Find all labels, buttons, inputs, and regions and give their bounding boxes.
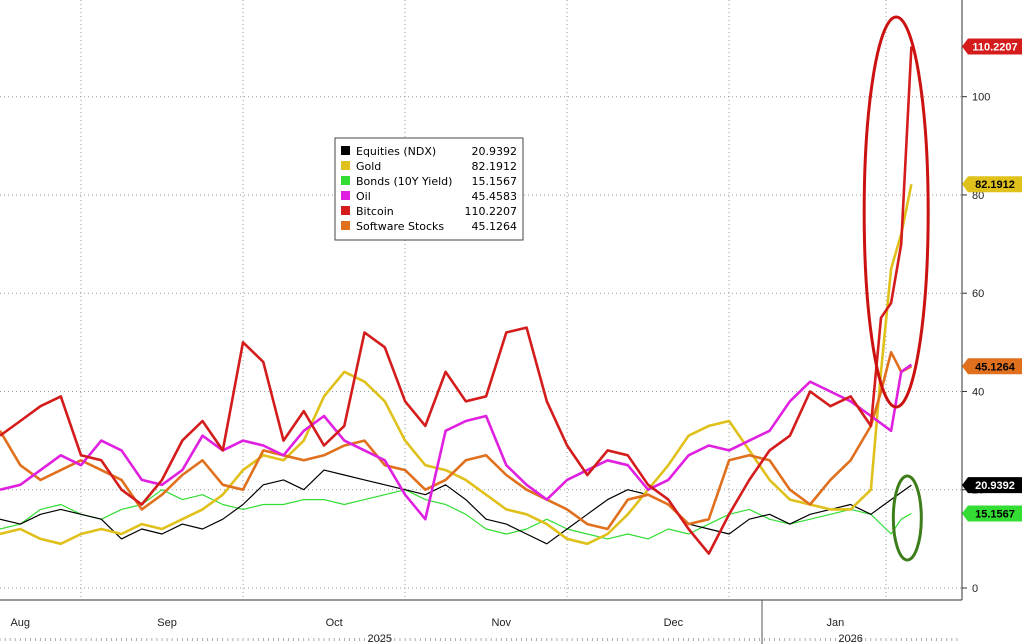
tag-background bbox=[962, 176, 1022, 193]
x-tick-label: Sep bbox=[157, 617, 177, 629]
legend-value: 45.1264 bbox=[472, 220, 518, 233]
year-label: 2025 bbox=[367, 633, 391, 644]
legend-item: Equities (NDX) 20.9392 bbox=[341, 145, 517, 158]
year-label: 2026 bbox=[838, 633, 862, 644]
legend-label: Bitcoin bbox=[356, 205, 394, 218]
y-tick-label: 100 bbox=[972, 92, 990, 104]
annotations bbox=[862, 15, 930, 562]
x-tick-label: Jan bbox=[827, 617, 845, 629]
legend-value: 15.1567 bbox=[472, 175, 518, 188]
grid bbox=[0, 0, 962, 600]
legend-item: Gold 82.1912 bbox=[341, 160, 517, 173]
series-line-equities-ndx bbox=[0, 469, 912, 545]
tag-background bbox=[962, 477, 1022, 494]
tag-background bbox=[962, 358, 1022, 375]
last-value-tag: 82.1912 bbox=[962, 176, 1022, 193]
series-line-software-stocks bbox=[0, 350, 913, 531]
legend-label: Gold bbox=[356, 160, 381, 173]
x-tick-label: Oct bbox=[326, 617, 343, 629]
red-ellipse bbox=[862, 15, 930, 409]
last-value-tag: 110.2207 bbox=[962, 38, 1022, 55]
legend-label: Oil bbox=[356, 190, 371, 203]
y-tick-label: 60 bbox=[972, 288, 984, 300]
green-ellipse bbox=[891, 474, 923, 562]
last-value-tag: 20.9392 bbox=[962, 477, 1022, 494]
y-tick-label: 40 bbox=[972, 386, 984, 398]
legend-box bbox=[334, 137, 524, 241]
x-tick-label: Dec bbox=[664, 617, 684, 629]
legend: Equities (NDX) 20.9392 Gold 82.1912 Bonds (1… bbox=[334, 137, 524, 241]
tag-label: 45.1264 bbox=[975, 361, 1016, 373]
legend-label: Bonds (10Y Yield) bbox=[356, 175, 452, 188]
tag-background bbox=[962, 38, 1022, 55]
tag-background bbox=[962, 505, 1022, 522]
legend-label: Equities (NDX) bbox=[356, 145, 436, 158]
y-tick-label: 0 bbox=[972, 583, 978, 595]
legend-swatch bbox=[341, 176, 350, 185]
legend-swatch bbox=[341, 206, 350, 215]
legend-item: Software Stocks 45.1264 bbox=[341, 220, 517, 233]
series-lines bbox=[0, 46, 913, 555]
series-line-bitcoin bbox=[0, 46, 913, 555]
legend-value: 82.1912 bbox=[472, 160, 518, 173]
x-axis: Aug Sep Oct Nov Dec Jan 2025 2026 bbox=[0, 599, 962, 644]
legend-swatch bbox=[341, 146, 350, 155]
legend-swatch bbox=[341, 161, 350, 170]
x-tick-label: Nov bbox=[491, 617, 511, 629]
last-value-tag: 45.1264 bbox=[962, 358, 1022, 375]
series-line-oil bbox=[0, 363, 913, 521]
x-tick-label: Aug bbox=[10, 617, 30, 629]
series-line-bonds-10y-yield bbox=[0, 489, 912, 540]
tag-label: 20.9392 bbox=[975, 480, 1015, 492]
legend-swatch bbox=[341, 191, 350, 200]
legend-value: 20.9392 bbox=[472, 145, 518, 158]
legend-label: Software Stocks bbox=[356, 220, 444, 233]
legend-item: Bitcoin 110.2207 bbox=[341, 205, 517, 218]
legend-value: 110.2207 bbox=[465, 205, 518, 218]
tag-label: 110.2207 bbox=[972, 41, 1017, 53]
series-line-gold bbox=[0, 183, 913, 546]
tag-label: 82.1912 bbox=[975, 179, 1015, 191]
tag-label: 15.1567 bbox=[975, 509, 1015, 521]
legend-swatch bbox=[341, 221, 350, 230]
last-value-tag: 15.1567 bbox=[962, 505, 1022, 522]
legend-item: Oil 45.4583 bbox=[341, 190, 517, 203]
y-tick-label: 80 bbox=[972, 190, 984, 202]
last-value-tags: 20.9392 82.1912 15.1567 110.2207 45.1264 bbox=[962, 38, 1022, 522]
legend-value: 45.4583 bbox=[472, 190, 518, 203]
legend-item: Bonds (10Y Yield) 15.1567 bbox=[341, 175, 517, 188]
